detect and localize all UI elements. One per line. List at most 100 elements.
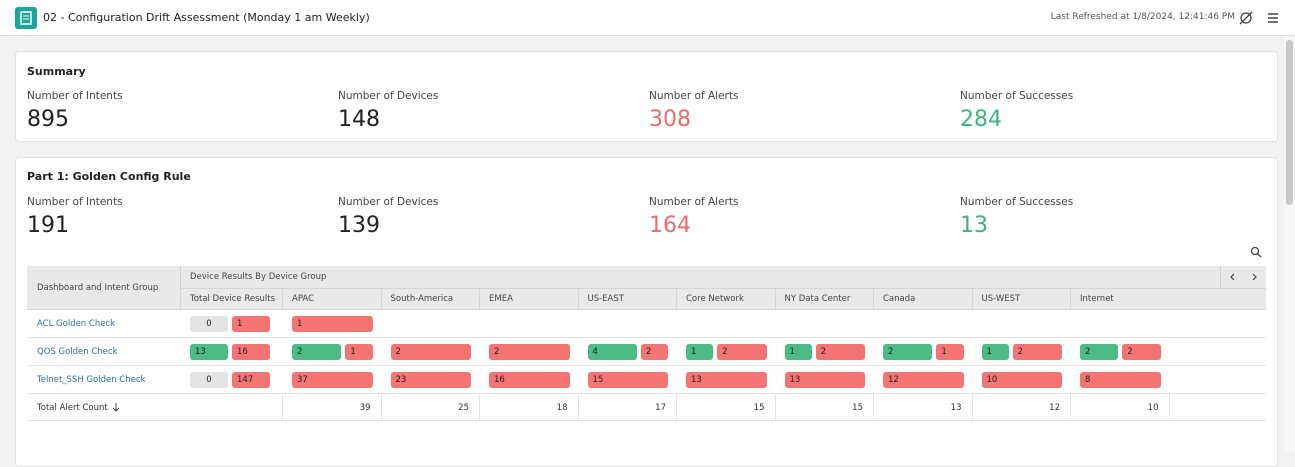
column-header: EMEA	[489, 294, 513, 304]
column-header: US-WEST	[981, 294, 1021, 304]
metric-value: 284	[960, 107, 1002, 132]
alert-pill[interactable]: 1	[292, 316, 373, 332]
column-header: Core Network	[686, 294, 744, 304]
column-divider	[282, 394, 283, 421]
alert-pill[interactable]: 2	[390, 344, 471, 360]
result-cell: 13 16	[190, 338, 278, 366]
result-cell: 37	[292, 366, 377, 394]
result-cell: 23	[390, 366, 476, 394]
group-header: Device Results By Device Group	[190, 272, 327, 282]
success-pill[interactable]: 0	[190, 372, 228, 388]
card-title: Part 1: Golden Config Rule	[27, 170, 191, 183]
success-pill[interactable]: 2	[883, 344, 933, 360]
column-divider	[577, 394, 579, 421]
intent-link[interactable]: Telnet_SSH Golden Check	[37, 375, 146, 385]
success-pill[interactable]: 2	[1080, 344, 1119, 360]
next-page[interactable]	[1244, 266, 1267, 288]
alert-pill[interactable]: 23	[390, 372, 471, 388]
column-header: APAC	[292, 294, 314, 304]
column-divider	[180, 288, 181, 310]
page-title: 02 - Configuration Drift Assessment (Mon…	[43, 11, 370, 24]
alert-pill[interactable]: 147	[232, 372, 270, 388]
last-refreshed: Last Refreshed at 1/8/2024, 12:41:46 PM	[1050, 12, 1235, 22]
alert-pill[interactable]: 2	[640, 344, 668, 360]
menu-icon[interactable]	[1267, 12, 1279, 24]
column-divider	[774, 394, 776, 421]
alert-pill[interactable]: 12	[883, 372, 964, 388]
row-divider	[27, 420, 1266, 421]
success-pill[interactable]: 1	[784, 344, 812, 360]
metric: Number of Alerts 308	[649, 90, 949, 132]
metric-value: 191	[27, 213, 69, 238]
alert-pill[interactable]: 13	[686, 372, 767, 388]
result-cell: 8	[1080, 366, 1165, 394]
result-cell: 15	[587, 366, 673, 394]
success-pill[interactable]: 1	[981, 344, 1009, 360]
column-divider	[479, 394, 480, 421]
total-label-text: Total Alert Count	[37, 402, 108, 413]
alert-pill[interactable]: 10	[981, 372, 1062, 388]
column-header: Internet	[1080, 294, 1114, 304]
alert-pill[interactable]: 16	[489, 372, 570, 388]
metric: Number of Intents 191	[27, 196, 327, 238]
metric: Number of Successes 13	[960, 196, 1260, 238]
alert-pill[interactable]: 2	[717, 344, 767, 360]
app-icon	[15, 7, 37, 29]
result-cell: 2	[390, 338, 476, 366]
metric-value: 13	[960, 213, 988, 238]
prev-page[interactable]	[1221, 266, 1244, 288]
sort-icon[interactable]	[112, 403, 120, 412]
alert-pill[interactable]: 1	[936, 344, 964, 360]
alert-pill[interactable]: 2	[1012, 344, 1062, 360]
alert-pill[interactable]: 2	[489, 344, 570, 360]
column-divider	[676, 394, 677, 421]
column-header: South-America	[390, 294, 454, 304]
result-cell: 10	[981, 366, 1067, 394]
column-divider	[774, 288, 776, 310]
alert-pill[interactable]: 13	[784, 372, 865, 388]
success-pill[interactable]: 1	[686, 344, 714, 360]
alert-pill[interactable]: 1	[232, 316, 270, 332]
success-pill[interactable]: 4	[587, 344, 637, 360]
metric-label: Number of Intents	[27, 90, 123, 102]
column-divider	[971, 394, 973, 421]
alert-pill[interactable]: 37	[292, 372, 373, 388]
header-bar: 02 - Configuration Drift Assessment (Mon…	[0, 0, 1295, 36]
metric-value: 148	[338, 107, 380, 132]
column-divider	[676, 288, 677, 310]
alert-pill[interactable]: 1	[345, 344, 373, 360]
total-value: 12	[1049, 402, 1060, 413]
metric-label: Number of Successes	[960, 196, 1074, 208]
intent-link[interactable]: QOS Golden Check	[37, 347, 118, 357]
intent-link[interactable]: ACL Golden Check	[37, 319, 116, 329]
total-value: 15	[852, 402, 863, 413]
column-header: Total Device Results	[190, 294, 276, 304]
metric-label: Number of Devices	[338, 196, 439, 208]
success-pill[interactable]: 0	[190, 316, 228, 332]
column-divider	[873, 394, 874, 421]
first-header: Dashboard and Intent Group	[37, 283, 159, 293]
metric: Number of Devices 139	[338, 196, 638, 238]
alert-pill[interactable]: 2	[1122, 344, 1161, 360]
alert-pill[interactable]: 8	[1080, 372, 1161, 388]
row-divider	[27, 365, 1266, 366]
result-cell: 13	[784, 366, 870, 394]
summary-card: Summary Number of Intents 895 Number of De…	[15, 51, 1278, 142]
search-icon[interactable]	[1250, 246, 1262, 258]
row-divider	[27, 393, 1266, 394]
alert-pill[interactable]: 16	[232, 344, 270, 360]
success-pill[interactable]: 2	[292, 344, 342, 360]
total-value: 13	[950, 402, 962, 413]
success-pill[interactable]: 13	[190, 344, 228, 360]
scrollbar-thumb[interactable]	[1286, 40, 1293, 205]
metric: Number of Alerts 164	[649, 196, 949, 238]
metric-value: 895	[27, 107, 69, 132]
auto-refresh-off-icon[interactable]	[1239, 11, 1253, 25]
result-cell: 2	[489, 338, 574, 366]
alert-pill[interactable]: 2	[815, 344, 865, 360]
alert-pill[interactable]: 15	[587, 372, 668, 388]
total-value: 10	[1147, 402, 1159, 413]
